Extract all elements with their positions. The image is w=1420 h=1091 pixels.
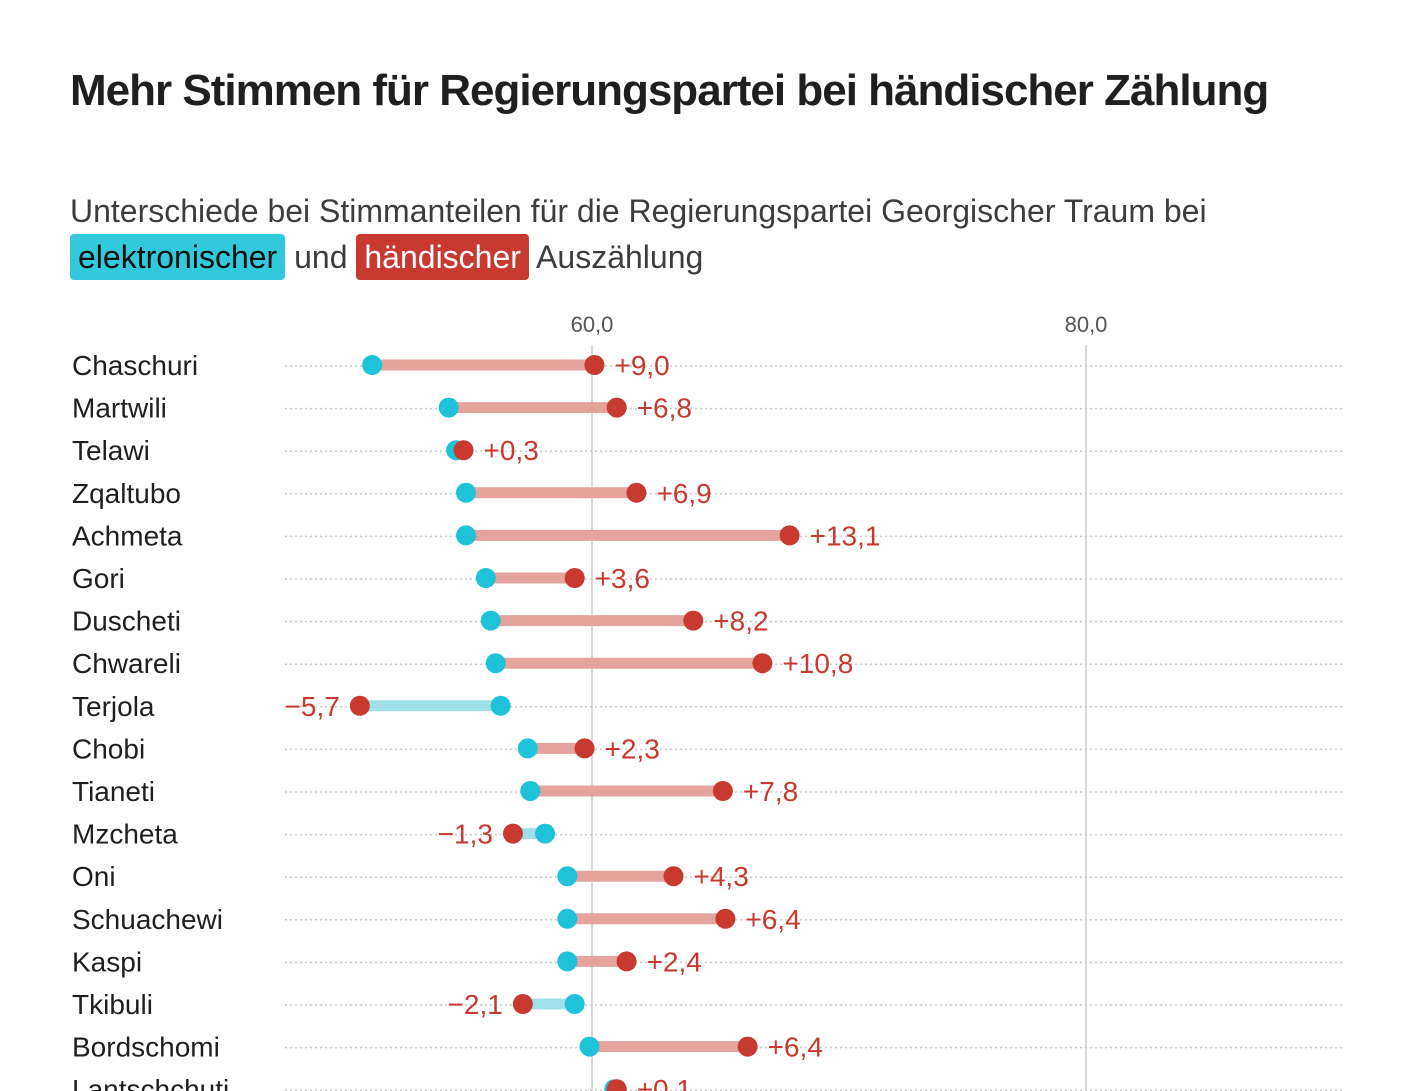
manual-dot bbox=[564, 568, 585, 588]
district-label: Mzcheta bbox=[72, 819, 178, 850]
district-label: Tkibuli bbox=[72, 989, 153, 1020]
chart-subtitle: Unterschiede bei Stimmanteilen für die R… bbox=[70, 188, 1370, 280]
difference-label: +7,8 bbox=[743, 776, 798, 807]
difference-label: −1,3 bbox=[438, 819, 493, 850]
manual-dot bbox=[616, 951, 637, 972]
x-tick-label: 60,0 bbox=[571, 312, 614, 337]
district-label: Zqaltubo bbox=[72, 478, 181, 509]
dumbbell-chart: 60,0 80,0 Chaschuri +9,0 Martwili +6,8 Telawi +… bbox=[72, 312, 1345, 1091]
manual-dot bbox=[512, 994, 533, 1014]
district-label: Chobi bbox=[72, 733, 145, 764]
subtitle-tail: Auszählung bbox=[536, 239, 704, 275]
electronic-dot bbox=[438, 397, 459, 418]
electronic-dot bbox=[564, 994, 585, 1014]
electronic-dot bbox=[480, 610, 501, 631]
difference-label: +13,1 bbox=[810, 520, 881, 551]
district-label: Bordschomi bbox=[72, 1032, 220, 1063]
district-label: Martwili bbox=[72, 393, 167, 424]
difference-label: +6,4 bbox=[768, 1032, 823, 1063]
difference-label: +10,8 bbox=[782, 648, 853, 679]
district-label: Telawi bbox=[72, 435, 150, 466]
manual-dot bbox=[349, 695, 370, 716]
district-label: Achmeta bbox=[72, 520, 183, 551]
difference-label: −5,7 bbox=[285, 691, 340, 722]
electronic-dot bbox=[557, 866, 578, 887]
district-label: Oni bbox=[72, 861, 116, 892]
difference-label: +6,4 bbox=[745, 904, 800, 935]
subtitle-lead: Unterschiede bei Stimmanteilen für die R… bbox=[70, 193, 1207, 229]
manual-dot bbox=[752, 653, 773, 674]
electronic-dot bbox=[475, 568, 496, 588]
chart-title: Mehr Stimmen für Regierungspartei bei hä… bbox=[70, 66, 1269, 115]
manual-dot bbox=[683, 610, 704, 631]
district-label: Kaspi bbox=[72, 946, 142, 977]
manual-dot bbox=[574, 738, 595, 759]
legend-electronic-tag: elektronischer bbox=[70, 234, 286, 280]
district-label: Chaschuri bbox=[72, 350, 198, 381]
difference-label: +8,2 bbox=[713, 606, 768, 637]
manual-dot bbox=[584, 355, 605, 375]
manual-dot bbox=[606, 397, 627, 418]
manual-dot bbox=[606, 1079, 627, 1091]
electronic-dot bbox=[490, 695, 511, 716]
subtitle-connector: und bbox=[294, 239, 348, 275]
difference-label: +2,4 bbox=[647, 946, 702, 977]
electronic-dot bbox=[456, 482, 477, 503]
manual-dot bbox=[502, 823, 523, 844]
manual-dot bbox=[453, 440, 474, 461]
legend-manual-tag: händischer bbox=[356, 234, 529, 280]
difference-label: +0,1 bbox=[637, 1074, 692, 1091]
district-label: Gori bbox=[72, 563, 125, 594]
difference-label: −2,1 bbox=[448, 989, 503, 1020]
electronic-dot bbox=[517, 738, 538, 759]
difference-label: +6,9 bbox=[656, 478, 711, 509]
electronic-dot bbox=[520, 781, 541, 801]
x-tick-label: 80,0 bbox=[1065, 312, 1108, 337]
electronic-dot bbox=[535, 823, 556, 844]
district-label: Terjola bbox=[72, 691, 155, 722]
difference-label: +3,6 bbox=[595, 563, 650, 594]
district-label: Lantschchuti bbox=[72, 1074, 229, 1091]
manual-dot bbox=[663, 866, 684, 887]
difference-label: +4,3 bbox=[694, 861, 749, 892]
district-label: Duscheti bbox=[72, 606, 181, 637]
district-label: Tianeti bbox=[72, 776, 155, 807]
difference-label: +2,3 bbox=[605, 733, 660, 764]
manual-dot bbox=[715, 908, 736, 929]
electronic-dot bbox=[362, 355, 383, 375]
electronic-dot bbox=[579, 1036, 600, 1057]
manual-dot bbox=[737, 1036, 758, 1057]
district-label: Chwareli bbox=[72, 648, 181, 679]
difference-label: +0,3 bbox=[484, 435, 539, 466]
electronic-dot bbox=[456, 525, 477, 546]
electronic-dot bbox=[557, 951, 578, 972]
electronic-dot bbox=[557, 908, 578, 929]
difference-label: +6,8 bbox=[637, 393, 692, 424]
manual-dot bbox=[712, 781, 733, 801]
electronic-dot bbox=[485, 653, 506, 674]
difference-label: +9,0 bbox=[614, 350, 669, 381]
manual-dot bbox=[779, 525, 800, 546]
district-label: Schuachewi bbox=[72, 904, 223, 935]
manual-dot bbox=[626, 482, 647, 503]
